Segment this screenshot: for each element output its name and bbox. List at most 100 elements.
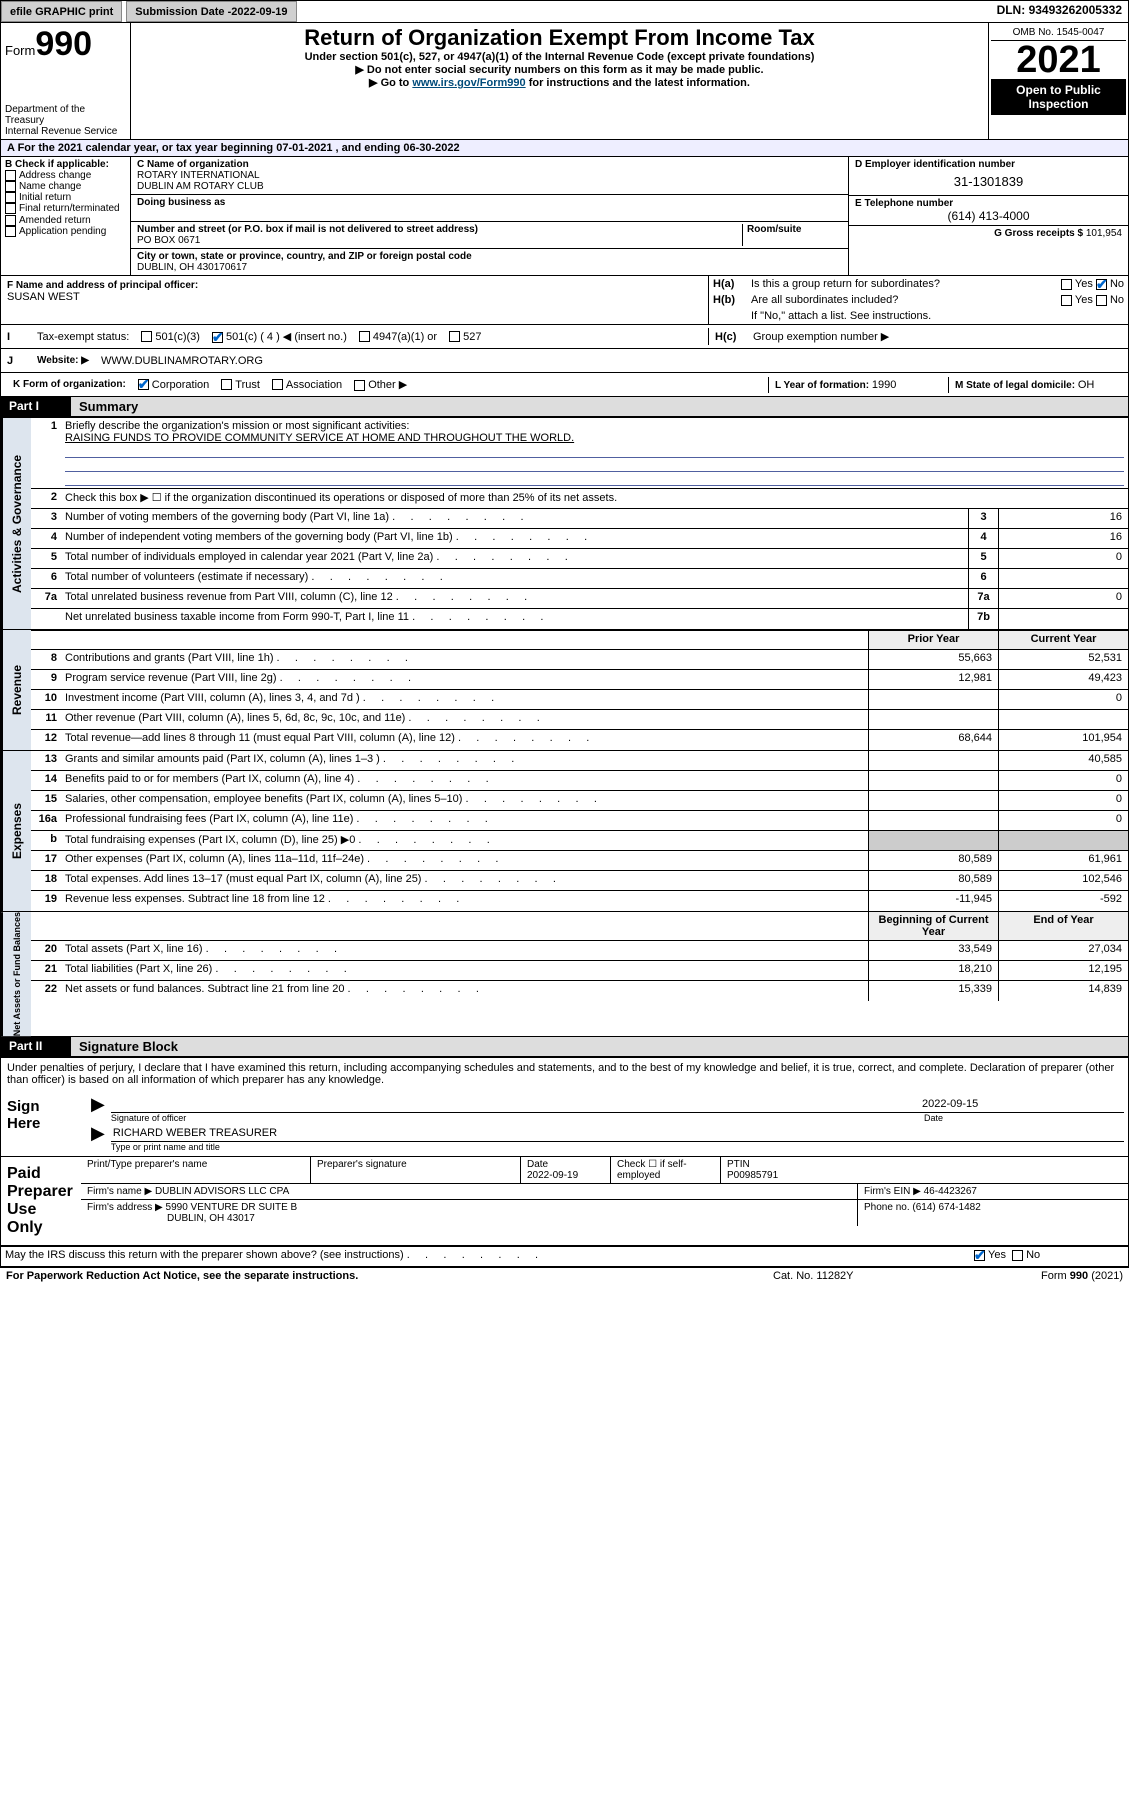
col-beginning: Beginning of Current Year bbox=[868, 912, 998, 940]
prior-value: 80,589 bbox=[868, 871, 998, 890]
form-sub3: Go to www.irs.gov/Form990 for instructio… bbox=[135, 76, 984, 89]
gross-receipts: 101,954 bbox=[1086, 228, 1122, 239]
sign-date: 2022-09-15 bbox=[922, 1098, 1122, 1110]
part1-title: Summary bbox=[71, 397, 1128, 417]
k-label: K Form of organization: bbox=[7, 377, 132, 392]
officer-sig-name: RICHARD WEBER TREASURER bbox=[113, 1127, 277, 1139]
part2-title: Signature Block bbox=[71, 1037, 1128, 1057]
beg-value: 33,549 bbox=[868, 941, 998, 960]
current-value bbox=[998, 710, 1128, 729]
firm-addr2: DUBLIN, OH 43017 bbox=[87, 1213, 255, 1224]
tax-year: 2021 bbox=[991, 41, 1126, 79]
current-value: 0 bbox=[998, 811, 1128, 830]
part1-header: Part I bbox=[1, 397, 71, 417]
current-value: 0 bbox=[998, 791, 1128, 810]
line-text: Total fundraising expenses (Part IX, col… bbox=[61, 831, 868, 850]
prior-value bbox=[868, 771, 998, 790]
q1-label: Briefly describe the organization's miss… bbox=[65, 420, 1124, 432]
form-header: Form990 Department of the Treasury Inter… bbox=[1, 23, 1128, 140]
may-discuss-label: May the IRS discuss this return with the… bbox=[1, 1247, 968, 1266]
firm-phone: (614) 674-1482 bbox=[912, 1202, 980, 1213]
current-value: -592 bbox=[998, 891, 1128, 911]
dln-label: DLN: 93493262005332 bbox=[991, 1, 1128, 22]
current-value: 0 bbox=[998, 771, 1128, 790]
open-public-badge: Open to Public Inspection bbox=[991, 79, 1126, 115]
line-text: Number of independent voting members of … bbox=[61, 529, 968, 548]
website-value: WWW.DUBLINAMROTARY.ORG bbox=[95, 353, 269, 369]
sig-date-label: Date bbox=[924, 1113, 1124, 1123]
side-expenses: Expenses bbox=[1, 751, 31, 911]
line-value: 0 bbox=[998, 549, 1128, 568]
prior-value bbox=[868, 791, 998, 810]
col-end: End of Year bbox=[998, 912, 1128, 940]
declaration-text: Under penalties of perjury, I declare th… bbox=[1, 1058, 1128, 1090]
side-governance: Activities & Governance bbox=[1, 418, 31, 629]
line-text: Investment income (Part VIII, column (A)… bbox=[61, 690, 868, 709]
prior-value: -11,945 bbox=[868, 891, 998, 911]
city-value: DUBLIN, OH 430170617 bbox=[137, 262, 842, 273]
current-value: 52,531 bbox=[998, 650, 1128, 669]
line-text: Number of voting members of the governin… bbox=[61, 509, 968, 528]
current-value: 49,423 bbox=[998, 670, 1128, 689]
beg-value: 18,210 bbox=[868, 961, 998, 980]
paid-preparer-label: Paid Preparer Use Only bbox=[1, 1157, 81, 1245]
dept-label: Department of the Treasury bbox=[5, 104, 126, 126]
name-title-label: Type or print name and title bbox=[111, 1142, 1124, 1152]
i-label: Tax-exempt status: bbox=[31, 329, 135, 345]
part2-header: Part II bbox=[1, 1037, 71, 1057]
prep-name-hdr: Print/Type preparer's name bbox=[81, 1157, 311, 1183]
dba-label: Doing business as bbox=[137, 197, 842, 208]
line-text: Professional fundraising fees (Part IX, … bbox=[61, 811, 868, 830]
side-revenue: Revenue bbox=[1, 630, 31, 750]
prior-value bbox=[868, 710, 998, 729]
line-text: Salaries, other compensation, employee b… bbox=[61, 791, 868, 810]
cat-no: Cat. No. 11282Y bbox=[773, 1270, 973, 1282]
e-label: E Telephone number bbox=[855, 198, 1122, 209]
prior-value bbox=[868, 831, 998, 850]
prep-date: 2022-09-19 bbox=[527, 1170, 604, 1181]
sig-officer-label: Signature of officer bbox=[111, 1113, 924, 1123]
officer-name: SUSAN WEST bbox=[7, 291, 702, 303]
line-text: Total expenses. Add lines 13–17 (must eq… bbox=[61, 871, 868, 890]
row-a: A For the 2021 calendar year, or tax yea… bbox=[1, 140, 1128, 157]
current-value: 101,954 bbox=[998, 730, 1128, 750]
firm-addr1: 5990 VENTURE DR SUITE B bbox=[166, 1202, 298, 1213]
end-value: 12,195 bbox=[998, 961, 1128, 980]
line-value: 16 bbox=[998, 529, 1128, 548]
prior-value: 12,981 bbox=[868, 670, 998, 689]
line-text: Total revenue—add lines 8 through 11 (mu… bbox=[61, 730, 868, 750]
org-name-1: ROTARY INTERNATIONAL bbox=[137, 170, 842, 181]
d-label: D Employer identification number bbox=[855, 159, 1122, 170]
sign-here-label: Sign Here bbox=[1, 1090, 81, 1156]
line-text: Total number of individuals employed in … bbox=[61, 549, 968, 568]
prior-value: 55,663 bbox=[868, 650, 998, 669]
submission-button[interactable]: Submission Date - 2022-09-19 bbox=[126, 1, 296, 22]
mission-text: RAISING FUNDS TO PROVIDE COMMUNITY SERVI… bbox=[65, 432, 1124, 444]
g-label: G Gross receipts $ bbox=[994, 228, 1086, 239]
paperwork-notice: For Paperwork Reduction Act Notice, see … bbox=[6, 1270, 773, 1282]
beg-value: 15,339 bbox=[868, 981, 998, 1001]
hb-note: If "No," attach a list. See instructions… bbox=[751, 310, 931, 322]
ein-value: 31-1301839 bbox=[855, 170, 1122, 193]
year-formation: 1990 bbox=[872, 379, 896, 391]
line-text: Other revenue (Part VIII, column (A), li… bbox=[61, 710, 868, 729]
current-value bbox=[998, 831, 1128, 850]
current-value: 61,961 bbox=[998, 851, 1128, 870]
f-label: F Name and address of principal officer: bbox=[7, 280, 702, 291]
irs-link[interactable]: www.irs.gov/Form990 bbox=[412, 77, 525, 89]
prep-sig-hdr: Preparer's signature bbox=[311, 1157, 521, 1183]
end-value: 27,034 bbox=[998, 941, 1128, 960]
j-label: Website: ▶ bbox=[31, 353, 95, 368]
form-ref: Form 990 (2021) bbox=[973, 1270, 1123, 1282]
prior-value: 80,589 bbox=[868, 851, 998, 870]
self-emp-check: Check ☐ if self-employed bbox=[611, 1157, 721, 1183]
efile-button[interactable]: efile GRAPHIC print bbox=[1, 1, 122, 22]
room-label: Room/suite bbox=[747, 224, 842, 235]
form-sub1: Under section 501(c), 527, or 4947(a)(1)… bbox=[135, 51, 984, 63]
line-text: Net unrelated business taxable income fr… bbox=[61, 609, 968, 629]
addr-value: PO BOX 0671 bbox=[137, 235, 742, 246]
city-label: City or town, state or province, country… bbox=[137, 251, 842, 262]
line-value bbox=[998, 569, 1128, 588]
firm-ein: 46-4423267 bbox=[924, 1186, 977, 1197]
col-current: Current Year bbox=[998, 631, 1128, 649]
